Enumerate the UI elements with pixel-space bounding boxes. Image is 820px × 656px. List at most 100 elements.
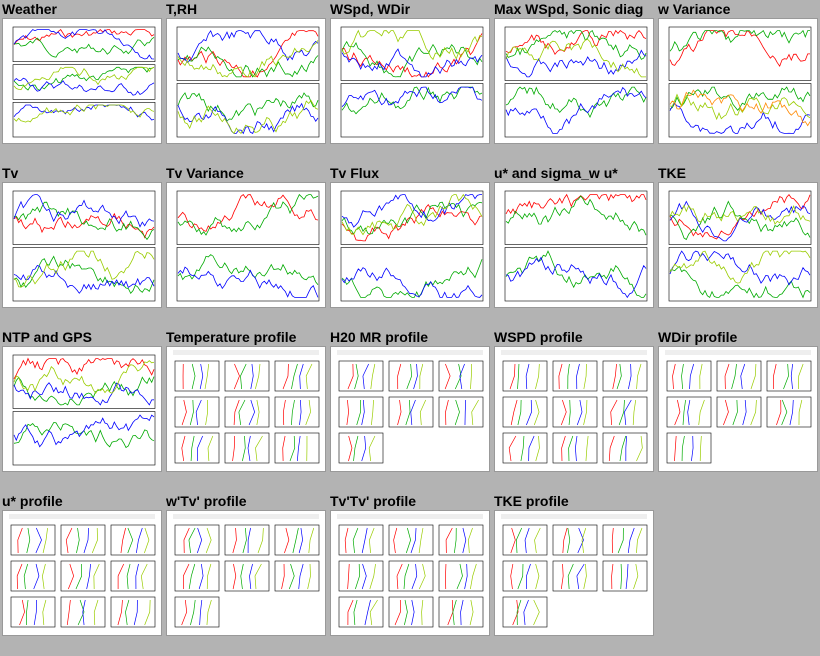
profile-line bbox=[526, 399, 532, 426]
plot-title: TKE bbox=[658, 165, 686, 181]
series-line bbox=[177, 30, 319, 78]
series-line bbox=[341, 259, 483, 298]
plot-thumbnail-image bbox=[12, 26, 156, 138]
plot-header-strip bbox=[173, 350, 319, 355]
plot-thumbnail-link[interactable] bbox=[166, 346, 326, 472]
profile-line bbox=[411, 563, 418, 590]
profile-line bbox=[33, 599, 37, 626]
profile-line bbox=[120, 527, 126, 554]
plot-title: w'Tv' profile bbox=[166, 493, 247, 509]
profile-panel bbox=[224, 524, 270, 556]
profile-line bbox=[298, 563, 304, 590]
profile-line bbox=[560, 399, 567, 426]
series-line bbox=[505, 256, 647, 299]
profile-panel bbox=[552, 396, 598, 428]
profile-line bbox=[525, 363, 530, 390]
profile-line bbox=[394, 599, 401, 626]
profile-line bbox=[397, 363, 402, 390]
plot-title: Max WSpd, Sonic diag bbox=[494, 1, 644, 17]
profile-line bbox=[190, 599, 196, 626]
plot-thumbnail-link[interactable] bbox=[2, 182, 162, 308]
profile-line bbox=[510, 527, 516, 554]
profile-line bbox=[636, 527, 643, 554]
profile-line bbox=[144, 527, 150, 554]
profile-line bbox=[464, 399, 467, 426]
profile-line bbox=[742, 399, 747, 426]
profile-line bbox=[205, 527, 212, 554]
profile-line bbox=[560, 563, 564, 590]
profile-line bbox=[361, 435, 367, 462]
profile-line bbox=[627, 527, 635, 554]
profile-line bbox=[199, 599, 203, 626]
series-line bbox=[177, 266, 319, 298]
profile-line bbox=[361, 399, 365, 426]
profile-line bbox=[776, 399, 782, 426]
plot-cell: u* profile bbox=[0, 492, 164, 656]
plot-thumbnail-link[interactable] bbox=[658, 182, 818, 308]
timeseries-panel bbox=[12, 247, 156, 302]
profile-line bbox=[140, 563, 148, 590]
profile-line bbox=[419, 399, 427, 426]
plot-thumbnail-link[interactable] bbox=[330, 18, 490, 144]
profile-line bbox=[740, 363, 746, 390]
series-line bbox=[505, 193, 647, 215]
profile-line bbox=[305, 399, 311, 426]
series-line bbox=[13, 265, 155, 294]
profile-panel bbox=[716, 360, 762, 392]
profile-line bbox=[731, 363, 737, 390]
plot-cell: Tv Flux bbox=[328, 164, 492, 328]
plot-thumbnail-link[interactable] bbox=[658, 18, 818, 144]
plot-thumbnail-link[interactable] bbox=[494, 346, 654, 472]
profile-panel bbox=[438, 524, 484, 556]
plot-title: Tv Flux bbox=[330, 165, 380, 181]
series-line bbox=[505, 250, 647, 298]
profile-line bbox=[361, 527, 368, 554]
plot-thumbnail-link[interactable] bbox=[166, 510, 326, 636]
plot-thumbnail-link[interactable] bbox=[330, 182, 490, 308]
profile-line bbox=[619, 435, 627, 462]
plot-thumbnail-link[interactable] bbox=[166, 18, 326, 144]
plot-thumbnail-link[interactable] bbox=[494, 182, 654, 308]
plot-thumbnail-link[interactable] bbox=[330, 510, 490, 636]
profile-panel bbox=[174, 432, 220, 464]
profile-line bbox=[206, 563, 212, 590]
profile-line bbox=[240, 563, 244, 590]
plot-thumbnail-link[interactable] bbox=[2, 18, 162, 144]
profile-line bbox=[242, 527, 247, 554]
series-line bbox=[505, 86, 647, 134]
plot-thumbnail-link[interactable] bbox=[658, 346, 818, 472]
series-line bbox=[13, 104, 155, 121]
series-line bbox=[669, 250, 811, 286]
profile-panel bbox=[438, 596, 484, 628]
series-line bbox=[505, 86, 647, 119]
profile-line bbox=[512, 599, 519, 626]
profile-line bbox=[508, 435, 517, 462]
profile-line bbox=[611, 527, 614, 554]
profile-line bbox=[523, 599, 529, 626]
plot-thumbnail-link[interactable] bbox=[494, 18, 654, 144]
profile-line bbox=[535, 363, 540, 390]
profile-line bbox=[182, 563, 190, 590]
profile-line bbox=[82, 599, 86, 626]
profile-panel bbox=[602, 360, 648, 392]
profile-line bbox=[144, 599, 151, 626]
profile-line bbox=[233, 363, 240, 390]
profile-line bbox=[460, 599, 464, 626]
profile-line bbox=[65, 527, 73, 554]
plot-thumbnail-link[interactable] bbox=[166, 182, 326, 308]
profile-panel bbox=[502, 560, 548, 592]
profile-line bbox=[674, 399, 681, 426]
profile-line bbox=[699, 435, 702, 462]
profile-line bbox=[369, 563, 376, 590]
profile-panel bbox=[224, 360, 270, 392]
plot-thumbnail-link[interactable] bbox=[2, 510, 162, 636]
timeseries-panel bbox=[176, 247, 320, 302]
profile-panel bbox=[502, 396, 548, 428]
profile-line bbox=[773, 363, 777, 390]
plot-thumbnail-link[interactable] bbox=[2, 346, 162, 472]
plot-thumbnail-link[interactable] bbox=[494, 510, 654, 636]
profile-panel bbox=[716, 396, 762, 428]
profile-line bbox=[567, 363, 570, 390]
plot-thumbnail-link[interactable] bbox=[330, 346, 490, 472]
profile-line bbox=[687, 399, 691, 426]
